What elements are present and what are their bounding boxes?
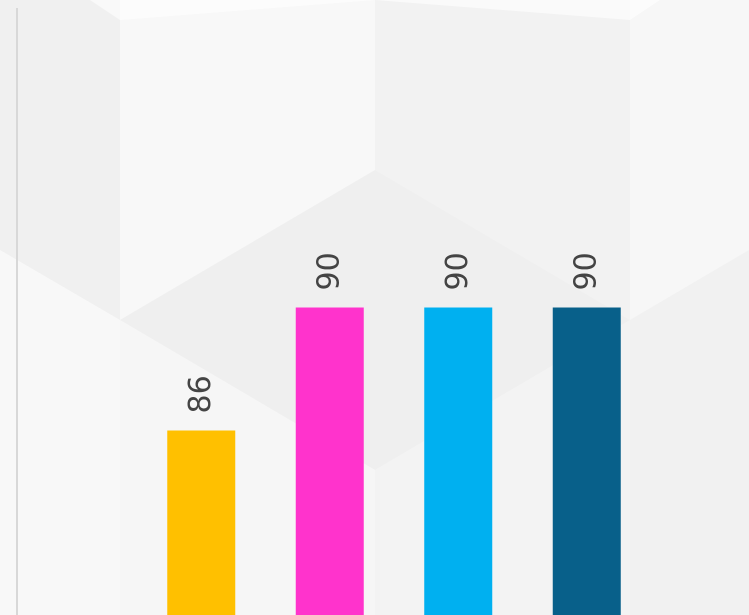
data-label: 90 <box>568 252 603 290</box>
bar <box>295 307 364 615</box>
bar <box>167 430 236 615</box>
bar <box>424 307 493 615</box>
data-label: 90 <box>440 252 475 290</box>
bar <box>552 307 621 615</box>
data-label: 86 <box>183 375 218 413</box>
data-label: 90 <box>311 252 346 290</box>
